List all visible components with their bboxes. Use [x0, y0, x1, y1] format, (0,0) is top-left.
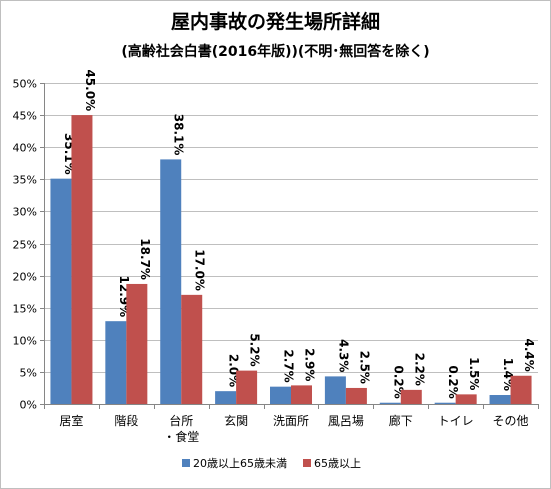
- y-tick-label: 35%: [13, 174, 37, 187]
- bar: [126, 283, 148, 404]
- chart-title: 屋内事故の発生場所詳細: [170, 11, 380, 33]
- data-label: 4.4%: [522, 338, 536, 371]
- x-tick-label: その他: [493, 414, 529, 428]
- bar: [455, 394, 477, 404]
- x-tick-label: 台所: [169, 413, 193, 428]
- bar: [324, 376, 346, 404]
- bar: [345, 387, 367, 404]
- bar: [215, 391, 237, 404]
- data-label: 0.2%: [446, 365, 460, 398]
- y-tick-label: 20%: [13, 271, 37, 284]
- x-tick-label: 居室: [59, 413, 83, 428]
- data-label: 38.1%: [172, 114, 186, 156]
- bar: [489, 395, 511, 404]
- legend-swatch: [303, 459, 311, 467]
- x-tick-label: ・食堂: [163, 429, 199, 444]
- data-label: 2.7%: [282, 349, 296, 382]
- bar: [71, 115, 93, 404]
- x-tick-label: 洗面所: [273, 414, 309, 428]
- y-tick-label: 0%: [20, 399, 37, 412]
- y-tick-label: 15%: [13, 303, 37, 316]
- data-label: 2.2%: [412, 353, 426, 386]
- bar: [510, 375, 532, 404]
- x-tick-label: トイレ: [438, 414, 474, 428]
- bar: [291, 385, 312, 404]
- y-tick-label: 10%: [13, 335, 37, 348]
- bar: [434, 402, 456, 404]
- legend-label: 20歳以上65歳未満: [193, 457, 287, 470]
- bar: [270, 386, 291, 404]
- y-tick-label: 25%: [13, 239, 37, 252]
- legend-label: 65歳以上: [314, 457, 361, 470]
- y-tick-label: 45%: [13, 110, 37, 123]
- x-tick-label: 階段: [114, 413, 138, 428]
- x-tick-label: 風呂場: [328, 414, 364, 428]
- bar: [181, 294, 203, 404]
- data-label: 17.0%: [193, 249, 207, 291]
- x-tick-label: 玄関: [224, 413, 248, 428]
- x-tick-label: 廊下: [389, 413, 413, 428]
- y-tick-label: 50%: [13, 78, 37, 91]
- bar: [400, 389, 422, 404]
- data-label: 45.0%: [83, 69, 97, 111]
- y-tick-label: 30%: [13, 206, 37, 219]
- data-label: 1.5%: [467, 357, 481, 390]
- y-tick-label: 5%: [20, 367, 37, 380]
- bar: [50, 178, 72, 404]
- legend-swatch: [182, 459, 190, 467]
- y-tick-label: 40%: [13, 142, 37, 155]
- bar: [160, 159, 182, 404]
- data-label: 5.2%: [248, 333, 262, 366]
- data-label: 2.5%: [357, 351, 371, 384]
- data-label: 2.9%: [303, 348, 317, 381]
- bar: [379, 402, 401, 404]
- bar: [236, 370, 258, 404]
- data-label: 18.7%: [138, 238, 152, 280]
- bar: [105, 321, 127, 404]
- chart-subtitle: (高齢社会白書(2016年版))(不明･無回答を除く): [121, 44, 430, 60]
- data-label: 4.3%: [336, 339, 350, 372]
